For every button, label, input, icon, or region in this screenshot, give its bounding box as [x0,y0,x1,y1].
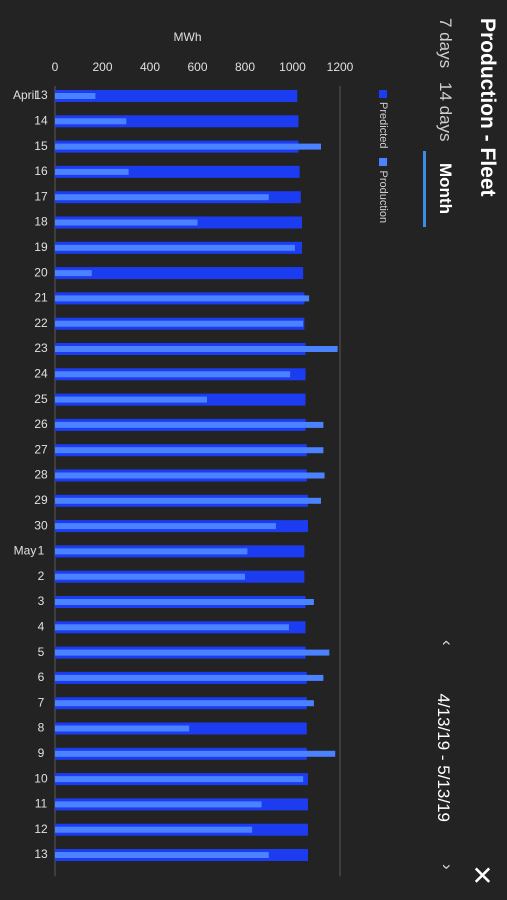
bar-production [55,219,198,226]
bar-production [55,371,291,378]
bar-production [55,826,253,833]
bar-production [55,776,304,783]
bar-production [55,573,245,580]
bar-production [55,143,321,150]
bar-production [55,295,310,302]
x-tick-label: 3 [38,594,45,608]
bar-production [55,320,304,327]
x-tick-label: 13 [34,88,48,102]
x-tick-label: 10 [34,771,48,785]
bar-production [55,674,324,681]
bar-predicted [55,90,298,102]
y-tick-label: 600 [187,60,207,74]
x-tick-label: 23 [34,341,48,355]
x-tick-label: 19 [34,240,48,254]
bar-production [55,194,269,201]
bar-production [55,346,338,352]
bar-production [55,497,321,504]
x-tick-label: 12 [34,822,48,836]
bar-production [55,852,269,858]
bar-predicted [55,267,304,280]
y-tick-label: 0 [52,60,59,74]
x-tick-label: 16 [34,164,48,178]
x-tick-label: 1 [38,544,45,558]
month-label: April [13,88,37,102]
x-tick-label: 2 [38,569,45,583]
x-tick-label: 7 [38,695,45,709]
x-tick-label: 25 [34,392,48,406]
x-tick-label: 27 [34,442,48,456]
x-tick-label: 14 [34,113,48,127]
bar-production [55,421,324,428]
y-tick-label: 400 [140,60,160,74]
x-tick-label: 8 [38,721,45,735]
bar-production [55,244,295,251]
bar-production [55,599,314,605]
x-tick-label: 15 [34,139,48,153]
x-tick-label: 21 [34,291,48,305]
y-tick-label: 200 [92,60,112,74]
x-tick-label: 17 [34,189,48,203]
bar-production [55,649,330,656]
x-tick-label: 5 [38,645,45,659]
x-tick-label: 29 [34,493,48,507]
bar-production [55,725,190,732]
bar-production [55,447,324,454]
bar-production [55,750,336,757]
x-tick-label: 22 [34,316,48,330]
bar-production [55,548,248,555]
bar-production [55,472,325,479]
bar-production [55,700,314,707]
x-tick-label: 30 [34,518,48,532]
month-label: May [14,544,37,558]
y-tick-label: 1200 [327,60,354,74]
y-tick-label: 1000 [279,60,306,74]
bar-production [55,624,289,631]
bar-production [55,168,129,175]
bar-production [55,93,96,99]
bar-production [55,523,276,530]
x-tick-label: 13 [34,847,48,861]
x-tick-label: 18 [34,215,48,229]
x-tick-label: 9 [38,746,45,760]
x-tick-label: 4 [38,619,45,633]
x-tick-label: 24 [34,366,48,380]
bar-production [55,270,92,277]
y-axis-label: MWh [174,30,202,44]
x-tick-label: 11 [35,797,48,811]
bar-production [55,118,127,125]
bar-production [55,396,207,403]
x-tick-label: 20 [34,265,48,279]
bar-production [55,801,262,808]
x-tick-label: 26 [34,417,48,431]
x-tick-label: 6 [38,670,45,684]
x-tick-label: 28 [34,468,48,482]
y-tick-label: 800 [235,60,255,74]
